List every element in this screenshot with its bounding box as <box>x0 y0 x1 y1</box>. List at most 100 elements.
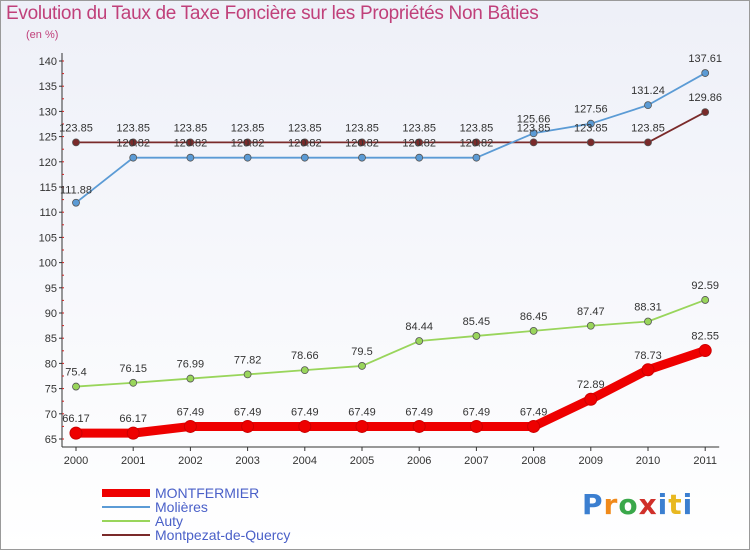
y-tick-label: 100 <box>39 258 57 270</box>
data-label: 123.85 <box>345 122 379 134</box>
data-point <box>69 426 83 440</box>
data-label: 120.82 <box>288 138 322 150</box>
data-label: 123.85 <box>59 122 93 134</box>
data-point <box>300 138 309 147</box>
data-label: 78.66 <box>291 350 319 362</box>
data-label: 87.47 <box>577 306 605 318</box>
data-point <box>586 119 595 128</box>
x-tick-label: 2005 <box>350 455 374 467</box>
x-tick-label: 2009 <box>579 455 603 467</box>
data-label: 85.45 <box>463 316 491 328</box>
chart-title: Evolution du Taux de Taxe Foncière sur l… <box>6 3 539 24</box>
data-point <box>186 374 195 383</box>
data-point <box>243 370 252 379</box>
y-tick-label: 135 <box>39 81 57 93</box>
y-tick-label: 110 <box>39 207 57 219</box>
series-line-3 <box>76 111 706 144</box>
data-point <box>129 378 138 387</box>
data-label: 67.49 <box>405 406 433 418</box>
data-label: 123.85 <box>174 122 208 134</box>
data-label: 75.4 <box>65 367 86 379</box>
y-tick-label: 115 <box>39 182 57 194</box>
data-label: 123.85 <box>631 122 665 134</box>
data-point <box>701 69 710 77</box>
data-label: 84.44 <box>405 321 433 333</box>
data-point <box>469 419 483 433</box>
data-label: 120.82 <box>402 138 436 150</box>
data-label: 66.17 <box>62 413 90 425</box>
data-label: 66.17 <box>119 413 147 425</box>
data-label: 123.85 <box>402 122 436 134</box>
x-tick-label: 2000 <box>64 455 88 467</box>
y-tick-label: 65 <box>45 434 57 446</box>
data-point <box>241 419 255 433</box>
y-tick-label: 120 <box>39 157 57 169</box>
data-label: 123.85 <box>116 122 150 134</box>
data-point <box>641 363 655 377</box>
data-label: 67.49 <box>463 406 491 418</box>
y-tick-label: 95 <box>45 283 57 295</box>
series-line-2 <box>75 299 706 388</box>
x-tick-label: 2002 <box>178 455 202 467</box>
data-point <box>355 419 369 433</box>
data-point <box>298 419 312 433</box>
y-tick-label: 105 <box>39 232 57 244</box>
data-label: 88.31 <box>634 302 662 314</box>
data-point <box>472 332 481 340</box>
data-label: 67.49 <box>348 406 376 418</box>
data-label: 92.59 <box>691 280 719 292</box>
data-point <box>412 419 426 433</box>
x-tick-label: 2010 <box>636 455 660 467</box>
data-point <box>183 419 197 433</box>
data-point <box>300 153 309 162</box>
data-label: 111.88 <box>60 185 92 197</box>
y-tick-label: 130 <box>39 106 57 118</box>
data-label: 123.85 <box>460 122 494 134</box>
legend-label: Auty <box>155 513 183 529</box>
data-point <box>644 138 652 147</box>
data-label: 123.85 <box>231 122 265 134</box>
data-label: 76.15 <box>119 363 147 375</box>
data-point <box>529 326 538 335</box>
data-point <box>415 138 424 147</box>
data-point <box>243 153 252 162</box>
data-point <box>527 419 541 433</box>
data-point <box>129 153 138 162</box>
data-label: 125.66 <box>517 113 551 125</box>
x-tick-label: 2007 <box>464 455 488 467</box>
x-tick-label: 2004 <box>293 455 317 467</box>
y-tick-label: 80 <box>45 358 57 370</box>
series-line-0 <box>76 346 707 438</box>
data-label: 120.82 <box>231 138 265 150</box>
y-tick-label: 140 <box>39 56 57 68</box>
data-label: 120.82 <box>116 138 150 150</box>
data-label: 67.49 <box>291 406 319 418</box>
data-label: 131.24 <box>631 85 665 97</box>
x-tick-label: 2011 <box>693 455 717 467</box>
data-label: 67.49 <box>177 406 205 418</box>
proxiti-logo: Proxiti <box>582 488 694 521</box>
legend-label: MONTFERMIER <box>155 485 259 501</box>
x-tick-label: 2003 <box>235 455 259 467</box>
data-label: 120.82 <box>345 138 379 150</box>
data-label: 76.99 <box>177 359 205 371</box>
data-point <box>472 153 481 162</box>
data-point <box>186 153 195 162</box>
data-point <box>529 129 538 138</box>
data-point <box>300 366 309 375</box>
data-point <box>644 317 652 326</box>
y-tick-label: 85 <box>45 333 57 345</box>
y-tick-label: 70 <box>45 409 57 421</box>
data-point <box>243 138 252 147</box>
data-point <box>529 138 538 147</box>
y-tick-label: 125 <box>39 132 57 144</box>
y-tick-label: 90 <box>45 308 57 320</box>
data-point <box>358 153 366 162</box>
data-label: 127.56 <box>574 104 608 116</box>
chart-subtitle: (en %) <box>26 29 59 41</box>
data-point <box>358 138 366 147</box>
data-point <box>72 138 80 147</box>
data-label: 86.45 <box>520 311 548 323</box>
